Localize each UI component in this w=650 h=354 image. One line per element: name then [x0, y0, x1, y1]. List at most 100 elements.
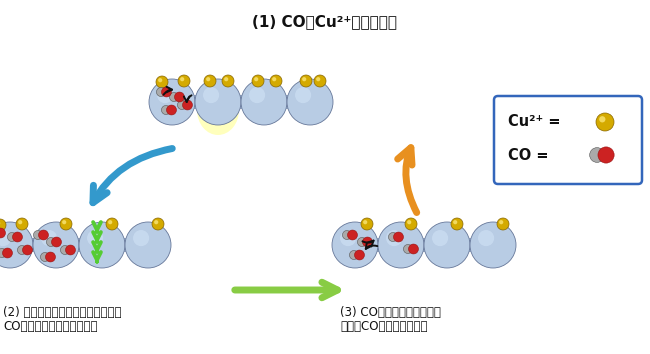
Text: (3) CO同士が交换しながら: (3) CO同士が交换しながら	[340, 306, 441, 319]
Circle shape	[51, 237, 62, 247]
Circle shape	[170, 92, 179, 102]
Circle shape	[254, 77, 258, 81]
Circle shape	[224, 77, 228, 81]
Circle shape	[180, 77, 185, 81]
Text: さらにCOが取り込まれる: さらにCOが取り込まれる	[340, 320, 428, 333]
Circle shape	[158, 78, 162, 82]
Circle shape	[314, 75, 326, 87]
Circle shape	[222, 75, 234, 87]
Text: (2) ナノ細孔が大きくなり、新たに: (2) ナノ細孔が大きくなり、新たに	[3, 306, 122, 319]
Ellipse shape	[279, 96, 295, 108]
Circle shape	[497, 218, 509, 230]
Circle shape	[161, 105, 170, 114]
Circle shape	[0, 230, 11, 246]
Circle shape	[470, 222, 516, 268]
Circle shape	[451, 218, 463, 230]
Circle shape	[287, 79, 333, 125]
Circle shape	[195, 79, 241, 125]
Circle shape	[478, 230, 494, 246]
Circle shape	[87, 230, 103, 246]
Circle shape	[62, 220, 66, 224]
Circle shape	[149, 79, 195, 125]
Circle shape	[154, 220, 159, 224]
Circle shape	[133, 230, 149, 246]
Circle shape	[295, 87, 311, 103]
Circle shape	[409, 244, 419, 254]
Circle shape	[125, 222, 171, 268]
Circle shape	[599, 116, 605, 122]
Circle shape	[272, 77, 276, 81]
Circle shape	[12, 232, 22, 242]
Circle shape	[405, 218, 417, 230]
Circle shape	[249, 87, 265, 103]
Circle shape	[7, 233, 16, 241]
Circle shape	[33, 230, 42, 240]
Text: COを取り込む空間ができる: COを取り込む空間ができる	[3, 320, 98, 333]
Circle shape	[598, 147, 614, 163]
Circle shape	[0, 228, 5, 238]
Ellipse shape	[187, 96, 203, 108]
Ellipse shape	[197, 85, 239, 135]
Circle shape	[404, 245, 413, 253]
Ellipse shape	[370, 239, 386, 251]
Circle shape	[177, 101, 187, 109]
Circle shape	[41, 230, 57, 246]
Circle shape	[16, 218, 28, 230]
Ellipse shape	[25, 239, 41, 251]
Circle shape	[378, 222, 424, 268]
Circle shape	[156, 76, 168, 88]
Circle shape	[340, 230, 356, 246]
Circle shape	[204, 75, 216, 87]
Circle shape	[361, 218, 373, 230]
Circle shape	[178, 75, 190, 87]
Circle shape	[174, 92, 185, 102]
Circle shape	[0, 219, 6, 231]
Circle shape	[354, 250, 365, 260]
Circle shape	[183, 100, 192, 110]
Circle shape	[40, 252, 49, 262]
Circle shape	[270, 75, 282, 87]
Ellipse shape	[117, 239, 133, 251]
Circle shape	[358, 238, 367, 246]
Ellipse shape	[416, 239, 432, 251]
Circle shape	[106, 218, 118, 230]
Circle shape	[590, 148, 605, 162]
Circle shape	[316, 77, 320, 81]
Circle shape	[157, 87, 173, 103]
Circle shape	[499, 220, 503, 224]
Circle shape	[350, 251, 359, 259]
Circle shape	[23, 245, 32, 255]
Circle shape	[432, 230, 448, 246]
Circle shape	[108, 220, 112, 224]
Circle shape	[343, 230, 352, 240]
Circle shape	[348, 230, 358, 240]
FancyBboxPatch shape	[494, 96, 642, 184]
Circle shape	[386, 230, 402, 246]
Circle shape	[453, 220, 458, 224]
Circle shape	[3, 248, 12, 258]
Text: (1) COがCu²⁺に結合する: (1) COがCu²⁺に結合する	[252, 14, 398, 29]
Circle shape	[33, 222, 79, 268]
Circle shape	[38, 230, 49, 240]
Circle shape	[18, 245, 27, 255]
Circle shape	[152, 218, 164, 230]
Circle shape	[596, 113, 614, 131]
Circle shape	[363, 237, 372, 247]
Circle shape	[166, 105, 176, 115]
Circle shape	[206, 77, 211, 81]
Circle shape	[203, 87, 219, 103]
Ellipse shape	[462, 239, 478, 251]
Circle shape	[302, 77, 306, 81]
Circle shape	[389, 233, 398, 241]
Ellipse shape	[233, 96, 249, 108]
Circle shape	[241, 79, 287, 125]
Circle shape	[393, 232, 404, 242]
Circle shape	[252, 75, 264, 87]
Circle shape	[46, 238, 55, 246]
Circle shape	[79, 222, 125, 268]
Circle shape	[424, 222, 470, 268]
Circle shape	[66, 245, 75, 255]
Ellipse shape	[71, 239, 87, 251]
Circle shape	[60, 218, 72, 230]
Circle shape	[407, 220, 411, 224]
